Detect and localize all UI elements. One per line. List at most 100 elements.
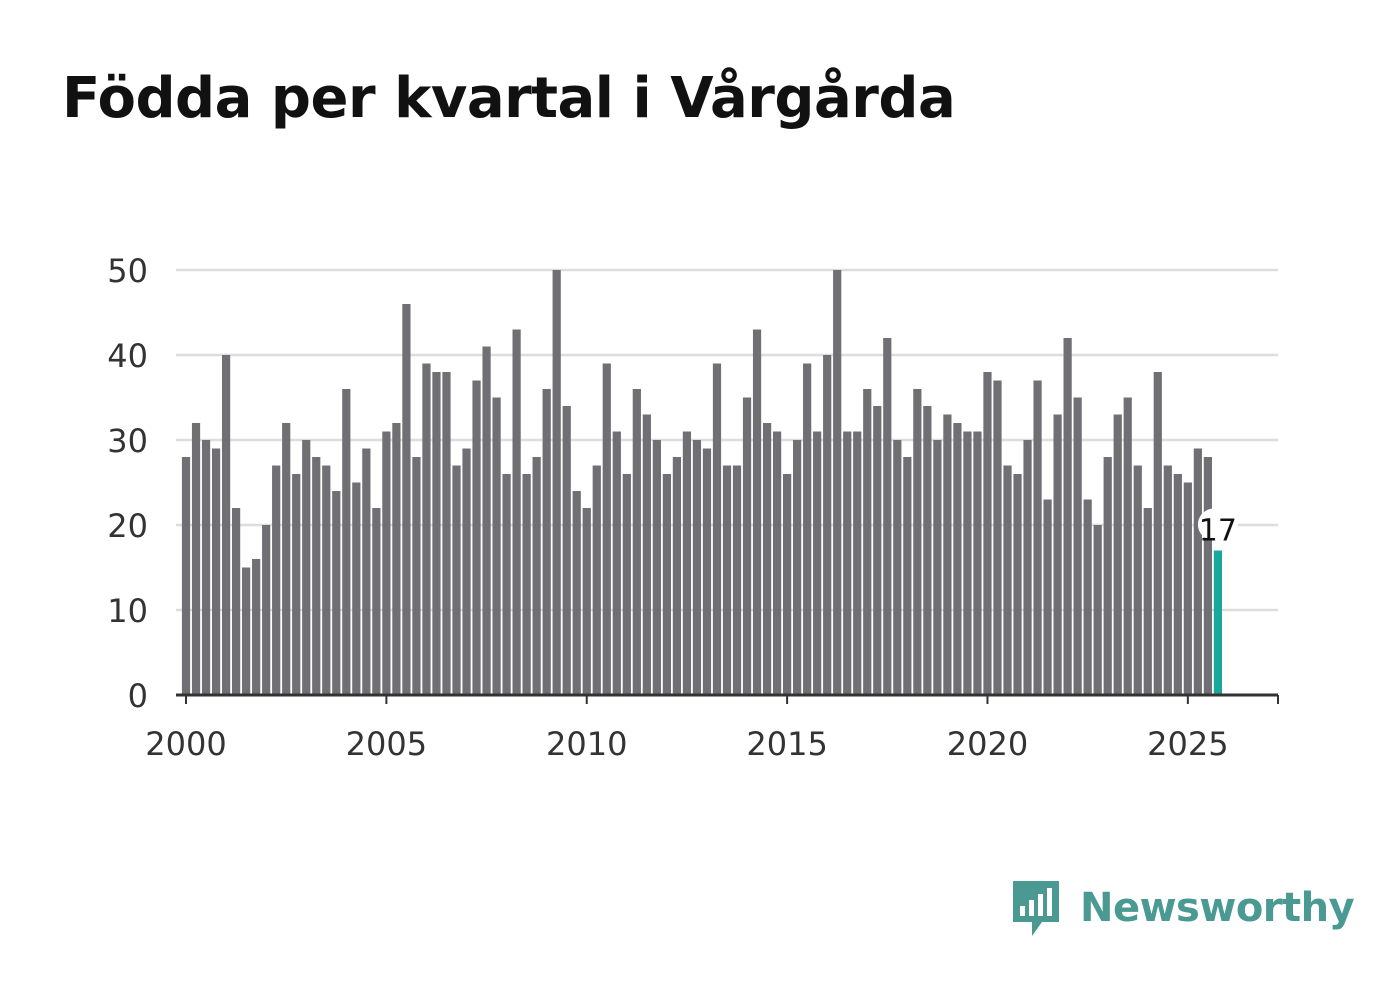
- bar: [412, 457, 421, 695]
- bar: [232, 508, 241, 695]
- bar: [302, 440, 311, 695]
- bar: [201, 440, 211, 695]
- bar: [191, 423, 201, 695]
- y-tick-label: 20: [107, 507, 148, 545]
- bar: [993, 380, 1002, 695]
- bar: [502, 474, 511, 695]
- bar: [452, 465, 461, 695]
- chart-title: Födda per kvartal i Vårgårda: [62, 66, 956, 131]
- bar: [442, 372, 451, 695]
- bar: [702, 448, 712, 695]
- bar: [672, 457, 682, 695]
- bar: [783, 474, 792, 695]
- bar: [292, 474, 301, 695]
- y-tick-labels: 0 10 20 30 40 50: [107, 252, 148, 715]
- bar: [392, 423, 401, 695]
- bar: [883, 338, 892, 695]
- bar: [793, 440, 802, 695]
- y-tick-label: 10: [107, 592, 148, 630]
- bar-chart-speech-icon: [1013, 881, 1059, 936]
- y-tick-label: 40: [107, 337, 148, 375]
- x-tick-label: 2015: [746, 725, 827, 763]
- bar: [1163, 465, 1172, 695]
- bar: [211, 448, 221, 695]
- y-tick-label: 0: [128, 677, 148, 715]
- bars: [181, 270, 1222, 695]
- bar: [752, 329, 762, 695]
- bar: [642, 414, 651, 695]
- bar: [512, 329, 521, 695]
- bar: [552, 270, 561, 695]
- bar: [1003, 465, 1012, 695]
- x-tick-label: 2025: [1147, 725, 1228, 763]
- bar: [522, 474, 531, 695]
- bar: [722, 465, 732, 695]
- bar: [1173, 474, 1182, 695]
- bar: [762, 423, 772, 695]
- bar: [913, 389, 922, 695]
- newsworthy-logo: Newsworthy: [1010, 878, 1355, 938]
- bar: [572, 491, 581, 695]
- bar: [1113, 414, 1122, 695]
- bar: [1133, 465, 1142, 695]
- bar: [312, 457, 321, 695]
- bar: [272, 465, 281, 695]
- x-tick-label: 2005: [346, 725, 427, 763]
- bar: [803, 363, 812, 695]
- x-tick-label: 2010: [546, 725, 627, 763]
- bar: [492, 397, 501, 695]
- bar: [332, 491, 341, 695]
- bar: [903, 457, 912, 695]
- bar: [622, 474, 631, 695]
- bar: [1083, 499, 1092, 695]
- bar: [402, 304, 411, 695]
- bar: [282, 423, 291, 695]
- bar: [843, 431, 852, 695]
- bar: [853, 431, 862, 695]
- bar: [1193, 448, 1202, 695]
- bar: [432, 372, 441, 695]
- bar: [823, 355, 832, 695]
- bar: [342, 389, 351, 695]
- bar: [1143, 508, 1152, 695]
- bar: [732, 465, 742, 695]
- bar: [562, 406, 571, 695]
- bar: [1043, 499, 1052, 695]
- y-tick-label: 50: [107, 252, 148, 290]
- bar: [252, 559, 261, 695]
- bar: [742, 397, 752, 695]
- bar: [893, 440, 902, 695]
- bar: [1053, 414, 1062, 695]
- bar: [1013, 474, 1022, 695]
- bar: [582, 508, 591, 695]
- bar: [953, 423, 962, 695]
- bar: [352, 482, 361, 695]
- bar: [1183, 482, 1192, 695]
- bar: [632, 389, 641, 695]
- bar: [662, 474, 671, 695]
- bar: [221, 355, 231, 695]
- bar: [652, 440, 661, 695]
- bar: [983, 372, 992, 695]
- bar: [181, 457, 191, 695]
- bar: [322, 465, 331, 695]
- bar: [592, 465, 601, 695]
- bar: [923, 406, 932, 695]
- bar: [682, 431, 692, 695]
- bar: [242, 567, 251, 695]
- x-tick-label: 2020: [947, 725, 1028, 763]
- bar: [372, 508, 381, 695]
- axes: [176, 693, 1279, 704]
- bar: [1103, 457, 1112, 695]
- bar: [692, 440, 702, 695]
- bar: [813, 431, 822, 695]
- bar: [863, 389, 872, 695]
- bar: [1063, 338, 1072, 695]
- last-value-label: 17: [1199, 514, 1237, 549]
- bar: [532, 457, 541, 695]
- bar: [612, 431, 621, 695]
- bar: [963, 431, 972, 695]
- bar: [422, 363, 431, 695]
- bar: [1123, 397, 1132, 695]
